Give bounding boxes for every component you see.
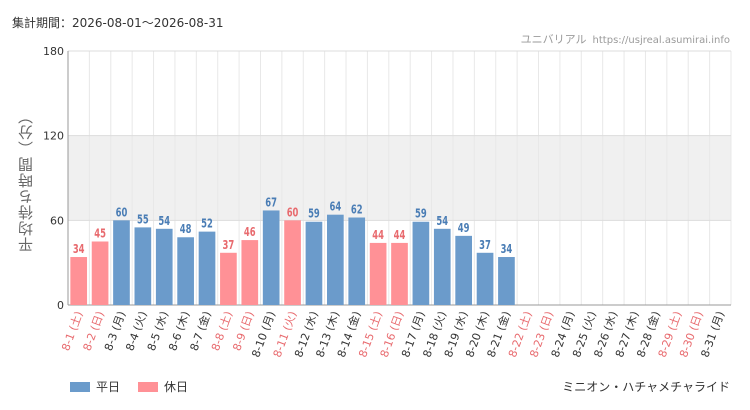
legend-weekday[interactable]: 平日 [70, 378, 120, 395]
bar [135, 227, 152, 305]
bar [284, 220, 301, 305]
bar-value-label: 54 [158, 214, 170, 228]
bar [306, 222, 323, 305]
bar [370, 243, 387, 305]
bar [113, 220, 130, 305]
band-60-120 [68, 136, 731, 221]
bar-value-label: 59 [415, 207, 427, 221]
legend-holiday[interactable]: 休日 [138, 378, 188, 395]
bar-value-label: 34 [501, 242, 513, 256]
legend-weekday-label: 平日 [96, 378, 120, 395]
bar-value-label: 64 [329, 200, 341, 214]
legend-holiday-label: 休日 [164, 378, 188, 395]
legend-holiday-swatch [138, 382, 158, 392]
y-tick-label: 180 [43, 45, 64, 58]
attraction-name: ミニオン・ハチャメチャライド [562, 378, 730, 395]
bar [327, 215, 344, 305]
bar-value-label: 54 [436, 214, 448, 228]
bar-value-label: 37 [223, 238, 235, 252]
bar-value-label: 45 [94, 226, 106, 240]
bar [92, 242, 109, 306]
bar-value-label: 60 [287, 205, 299, 219]
legend: 平日 休日 [70, 378, 188, 395]
bar [434, 229, 451, 305]
bar [413, 222, 430, 305]
bar [241, 240, 258, 305]
y-tick-label: 120 [43, 130, 64, 143]
bar-value-label: 34 [73, 242, 85, 256]
bar [70, 257, 87, 305]
bar-value-label: 62 [351, 202, 363, 216]
bar-value-label: 67 [265, 195, 277, 209]
bar [220, 253, 237, 305]
y-tick-label: 60 [50, 214, 64, 227]
bar-value-label: 60 [116, 205, 128, 219]
bar-value-label: 55 [137, 212, 149, 226]
bar [455, 236, 472, 305]
bar [348, 218, 365, 305]
bar [156, 229, 173, 305]
bar [477, 253, 494, 305]
y-tick-label: 0 [57, 299, 64, 312]
bar [263, 210, 280, 305]
bar-value-label: 52 [201, 216, 213, 230]
bar [199, 232, 216, 305]
bar-value-label: 59 [308, 207, 320, 221]
bar [177, 237, 194, 305]
bar-value-label: 49 [458, 221, 470, 235]
bar-value-label: 44 [394, 228, 406, 242]
bar-value-label: 48 [180, 222, 192, 236]
bar [391, 243, 408, 305]
bar-value-label: 44 [372, 228, 384, 242]
bar-value-label: 46 [244, 225, 256, 239]
legend-weekday-swatch [70, 382, 90, 392]
bar [498, 257, 515, 305]
bar-value-label: 37 [479, 238, 491, 252]
